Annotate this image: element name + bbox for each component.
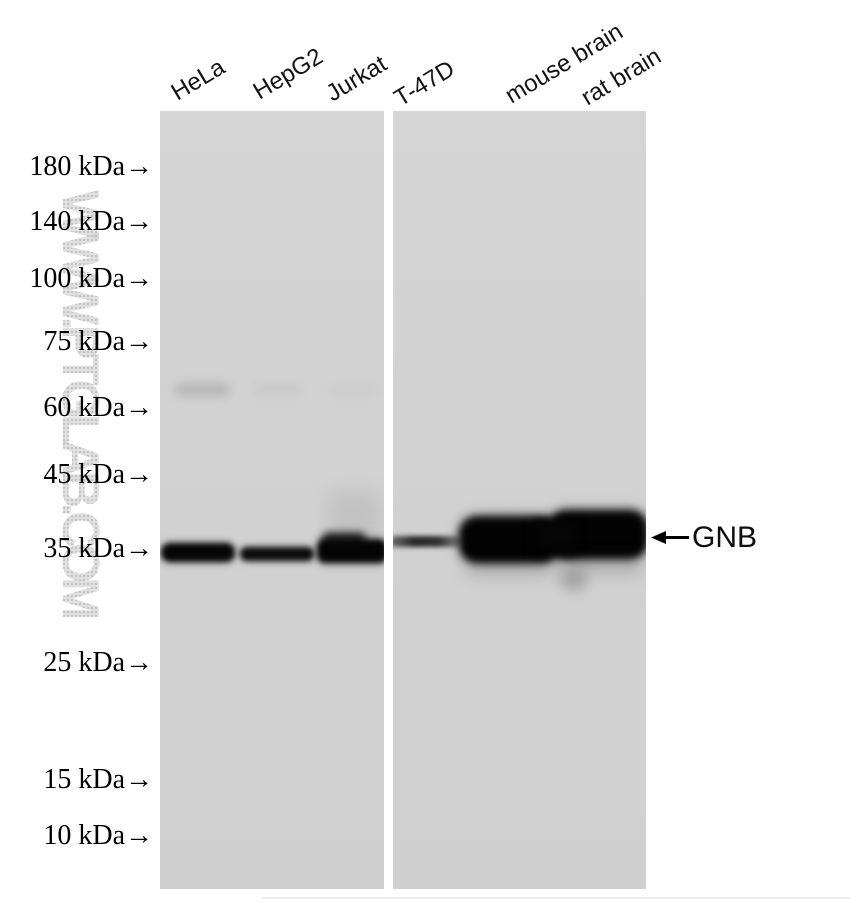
band-rat-brain-undershadow: [555, 555, 643, 575]
marker-15kda: 15 kDa→: [43, 764, 153, 795]
gnb-band-label: GNB: [692, 521, 758, 554]
marker-180kda: 180 kDa→: [29, 151, 153, 182]
marker-140kda: 140 kDa→: [29, 206, 153, 237]
marker-45kda: 45 kDa→: [43, 459, 153, 490]
band-hela-35kda: [161, 543, 235, 562]
membrane-panel-right: [393, 111, 646, 889]
band-hepg2-62kda-trace: [252, 385, 304, 394]
band-hela-62kda-faint: [174, 383, 230, 396]
marker-25kda: 25 kDa→: [43, 647, 153, 678]
marker-100kda: 100 kDa→: [29, 263, 153, 294]
marker-10kda: 10 kDa→: [43, 820, 153, 851]
lane-label-t47d: T-47D: [389, 55, 460, 113]
band-t47d-35kda: [393, 536, 461, 547]
gnb-arrow-icon: [651, 531, 689, 544]
band-jurkat-35kda-upper-bump: [322, 532, 366, 546]
band-jurkat-62kda-trace: [330, 385, 378, 394]
lane-label-hepg2: HepG2: [248, 42, 328, 106]
membrane-panel-left: [160, 111, 384, 889]
marker-60kda: 60 kDa→: [43, 392, 153, 423]
band-mouse-brain-undershadow: [465, 559, 553, 577]
bottom-artifact-line: [263, 897, 850, 899]
lane-label-hela: HeLa: [166, 53, 230, 107]
band-rat-brain-tail: [561, 569, 587, 591]
marker-75kda: 75 kDa→: [43, 326, 153, 357]
watermark-text: WWW.PTGLAB.COM: [50, 190, 110, 870]
band-hepg2-35kda: [240, 547, 314, 561]
band-brain-connector: [533, 521, 577, 555]
marker-35kda: 35 kDa→: [43, 533, 153, 564]
lane-label-jurkat: Jurkat: [321, 50, 392, 108]
